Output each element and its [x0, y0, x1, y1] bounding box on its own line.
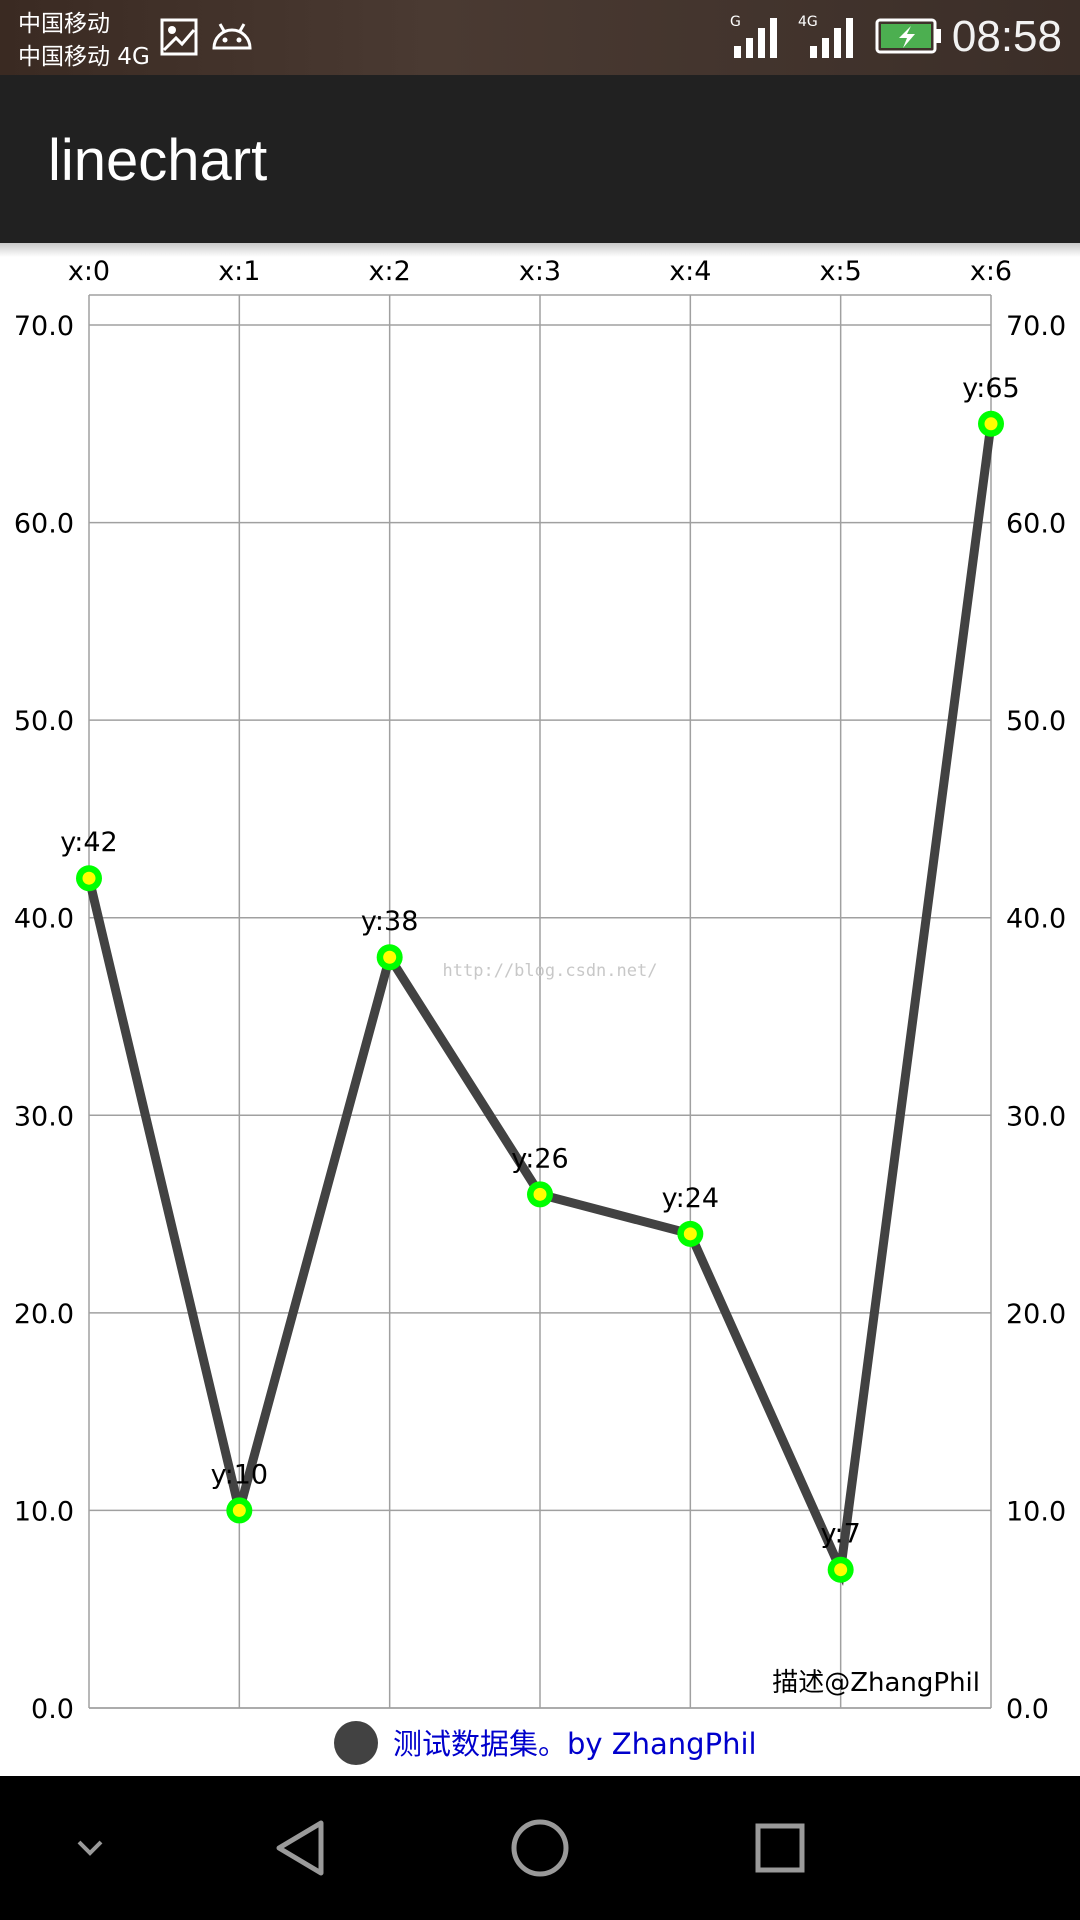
y-tick-label-left: 10.0 — [14, 1496, 74, 1527]
data-point-center — [533, 1187, 547, 1201]
status-bar: 中国移动 中国移动 4G G 4G 08:58 — [0, 0, 1080, 75]
y-tick-label-right: 20.0 — [1006, 1299, 1066, 1330]
x-tick-label: x:0 — [68, 256, 110, 287]
data-point-center — [82, 871, 96, 885]
signal-icon: 4G — [798, 14, 853, 58]
data-label: y:26 — [511, 1143, 568, 1174]
y-tick-label-left: 20.0 — [14, 1299, 74, 1330]
legend-label: 测试数据集。by ZhangPhil — [393, 1727, 757, 1761]
y-tick-label-left: 0.0 — [31, 1694, 74, 1725]
y-tick-label-right: 30.0 — [1006, 1101, 1066, 1132]
y-tick-label-right: 50.0 — [1006, 706, 1066, 737]
home-icon — [511, 1819, 569, 1877]
y-axis-left-labels: 0.0 10.0 20.0 30.0 40.0 50.0 60.0 70.0 — [14, 311, 74, 1725]
recents-icon — [755, 1823, 805, 1873]
data-point-center — [834, 1563, 848, 1577]
back-icon — [276, 1820, 324, 1876]
home-button[interactable] — [490, 1776, 590, 1920]
data-label: y:7 — [821, 1519, 861, 1550]
line-chart[interactable]: http://blog.csdn.net/ x:0 x:1 x:2 x:3 x:4 x:5… — [0, 243, 1080, 1776]
y-tick-label-left: 70.0 — [14, 311, 74, 342]
legend: 测试数据集。by ZhangPhil — [334, 1721, 757, 1765]
data-label: y:65 — [962, 373, 1019, 404]
grid — [88, 294, 992, 1709]
x-tick-label: x:6 — [970, 256, 1012, 287]
y-tick-label-left: 50.0 — [14, 706, 74, 737]
clock: 08:58 — [951, 12, 1062, 61]
signal-type-label: 4G — [798, 14, 818, 30]
app-bar: linechart — [0, 75, 1080, 243]
x-tick-label: x:4 — [669, 256, 711, 287]
data-label: y:24 — [662, 1183, 719, 1214]
app-bar-shadow — [0, 243, 1080, 257]
watermark: http://blog.csdn.net/ — [443, 961, 658, 981]
chart-description: 描述@ZhangPhil — [772, 1668, 980, 1698]
data-label: y:38 — [361, 906, 418, 937]
battery-charging-icon — [875, 18, 941, 54]
y-tick-label-right: 0.0 — [1006, 1694, 1049, 1725]
data-labels: y:42 y:10 y:38 y:26 y:24 y:7 y:65 — [60, 373, 1019, 1550]
chevron-down-icon — [77, 1840, 103, 1856]
x-axis-labels: x:0 x:1 x:2 x:3 x:4 x:5 x:6 — [68, 256, 1012, 287]
signal-icon: G — [730, 14, 777, 58]
x-tick-label: x:5 — [820, 256, 862, 287]
y-tick-label-right: 40.0 — [1006, 904, 1066, 935]
y-tick-label-right: 10.0 — [1006, 1496, 1066, 1527]
data-point-center — [984, 417, 998, 431]
signal-type-label: G — [730, 14, 741, 30]
x-tick-label: x:1 — [218, 256, 260, 287]
android-icon — [212, 23, 252, 50]
y-axis-right-labels: 0.0 10.0 20.0 30.0 40.0 50.0 60.0 70.0 — [1006, 311, 1066, 1725]
app-title: linechart — [48, 128, 268, 193]
back-button[interactable] — [250, 1776, 350, 1920]
carrier-label-1: 中国移动 — [18, 11, 110, 37]
data-point-center — [383, 950, 397, 964]
y-tick-label-right: 70.0 — [1006, 311, 1066, 342]
carrier-label-2: 中国移动 4G — [18, 44, 150, 70]
data-label: y:10 — [211, 1459, 268, 1490]
legend-swatch — [334, 1721, 378, 1765]
data-point-center — [683, 1227, 697, 1241]
y-tick-label-right: 60.0 — [1006, 509, 1066, 540]
data-point-center — [232, 1503, 246, 1517]
x-tick-label: x:3 — [519, 256, 561, 287]
x-tick-label: x:2 — [369, 256, 411, 287]
hide-nav-button[interactable] — [40, 1776, 140, 1920]
recents-button[interactable] — [730, 1776, 830, 1920]
navigation-bar — [0, 1776, 1080, 1920]
y-tick-label-left: 60.0 — [14, 509, 74, 540]
gallery-icon — [160, 18, 198, 56]
y-tick-label-left: 40.0 — [14, 904, 74, 935]
data-points — [76, 410, 1004, 1583]
y-tick-label-left: 30.0 — [14, 1101, 74, 1132]
data-label: y:42 — [60, 827, 117, 858]
